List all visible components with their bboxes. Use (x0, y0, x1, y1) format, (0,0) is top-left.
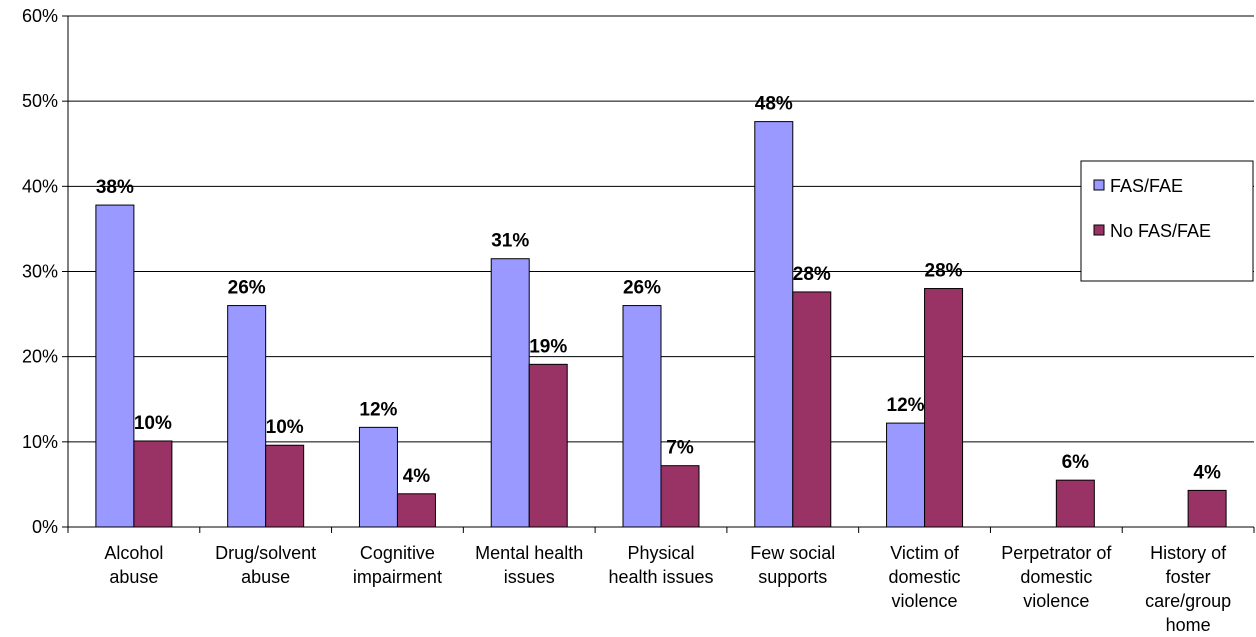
data-label: 7% (666, 438, 694, 459)
data-label: 4% (403, 466, 431, 487)
bar-no-fas-fae (660, 465, 700, 528)
legend: FAS/FAE No FAS/FAE (1080, 160, 1254, 282)
data-label: 10% (134, 413, 172, 434)
data-label: 26% (228, 278, 266, 299)
bar-fas-fae (95, 204, 135, 528)
data-label: 38% (96, 177, 134, 198)
bar-fas-fae (490, 258, 530, 528)
x-category-label: Perpetrator of domestic violence (1001, 543, 1112, 611)
bar-fas-fae (886, 422, 926, 528)
data-label: 28% (793, 264, 831, 285)
bar-no-fas-fae (265, 444, 305, 528)
bar-fas-fae (754, 121, 794, 528)
data-labels: 38% 26% 12% 31% 26% 48% 12% 10% 10% 4% 19% 7% 28% 28%… (96, 94, 1221, 487)
x-category-label: Cognitive impairment (353, 543, 442, 587)
x-category-label: Victim of domestic violence (889, 543, 961, 611)
data-label: 28% (925, 261, 963, 282)
bar-no-fas-fae (1055, 479, 1095, 528)
bar-no-fas-fae (924, 288, 964, 528)
y-tick-label: 20% (22, 347, 58, 367)
data-label: 12% (887, 395, 925, 416)
bar-fas-fae (227, 305, 267, 528)
data-label: 6% (1062, 452, 1090, 473)
legend-label: FAS/FAE (1110, 176, 1183, 196)
bar-fas-fae (622, 305, 662, 528)
legend-box (1080, 160, 1254, 282)
x-category-label: Mental health issues (475, 543, 583, 587)
legend-swatch (1093, 179, 1105, 191)
x-category-label: Physical health issues (608, 543, 713, 587)
data-label: 19% (529, 336, 567, 357)
y-tick-label: 50% (22, 91, 58, 111)
y-tick-label: 10% (22, 432, 58, 452)
data-label: 12% (359, 399, 397, 420)
y-tick-label: 60% (22, 6, 58, 26)
bar-no-fas-fae (792, 291, 832, 528)
bar-fas-fae (358, 426, 398, 528)
bar-no-fas-fae (133, 440, 173, 528)
bar-no-fas-fae (396, 493, 436, 528)
data-label: 4% (1193, 462, 1221, 483)
x-category-label: Few social supports (750, 543, 835, 587)
y-tick-label: 0% (32, 517, 58, 537)
data-label: 48% (755, 94, 793, 115)
y-tick-label: 40% (22, 176, 58, 196)
legend-label: No FAS/FAE (1110, 221, 1211, 241)
data-label: 31% (491, 231, 529, 252)
bars (95, 121, 1227, 528)
x-category-label: Alcohol abuse (104, 543, 163, 587)
x-category-label: History of foster care/group home (1145, 543, 1231, 635)
x-axis: Alcohol abuse Drug/solvent abuse Cognitive im… (67, 526, 1255, 635)
y-tick-label: 30% (22, 262, 58, 282)
legend-swatch (1093, 224, 1105, 236)
bar-no-fas-fae (1187, 489, 1227, 528)
data-label: 26% (623, 278, 661, 299)
bar-no-fas-fae (528, 363, 568, 528)
x-category-label: Drug/solvent abuse (215, 543, 316, 587)
data-label: 10% (266, 417, 304, 438)
y-axis: 0% 10% 20% 30% 40% 50% 60% (22, 6, 69, 537)
